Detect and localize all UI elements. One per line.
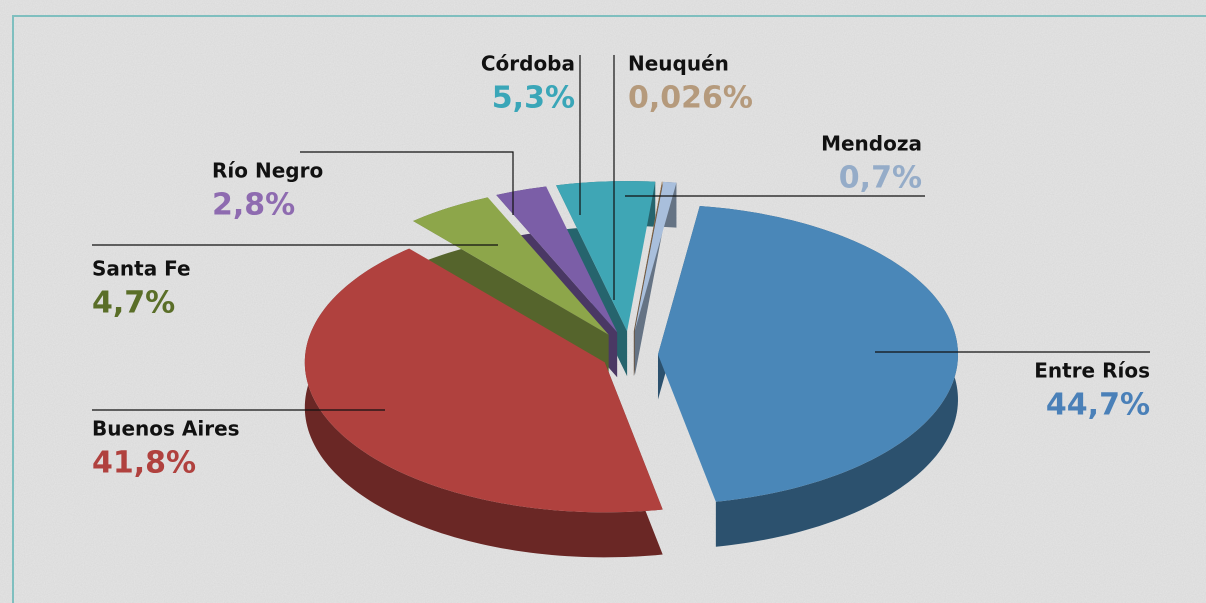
slice xyxy=(633,181,663,332)
slice xyxy=(657,206,958,502)
slice-value: 0,7% xyxy=(839,161,922,196)
leader-line xyxy=(300,151,514,215)
slice-value: 2,8% xyxy=(212,188,295,223)
slice-name: Neuquén xyxy=(628,52,729,76)
slice xyxy=(634,181,677,332)
slice-value: 5,3% xyxy=(492,81,575,116)
slice-side xyxy=(304,248,663,558)
slice-value: 0,026% xyxy=(628,81,753,116)
slice-side xyxy=(634,181,677,377)
slice-name: Santa Fe xyxy=(92,257,191,281)
slice-name: Río Negro xyxy=(212,159,323,183)
slice-name: Mendoza xyxy=(821,132,922,156)
slice xyxy=(413,197,609,335)
slice-name: Córdoba xyxy=(481,52,575,76)
slice xyxy=(304,248,663,513)
slice-name: Entre Ríos xyxy=(1034,359,1150,383)
slice xyxy=(496,186,618,333)
slice-value: 44,7% xyxy=(1046,388,1150,423)
slice-value: 4,7% xyxy=(92,286,175,321)
slice xyxy=(556,181,656,332)
slice-value: 41,8% xyxy=(92,446,196,481)
slice-name: Buenos Aires xyxy=(92,417,240,441)
